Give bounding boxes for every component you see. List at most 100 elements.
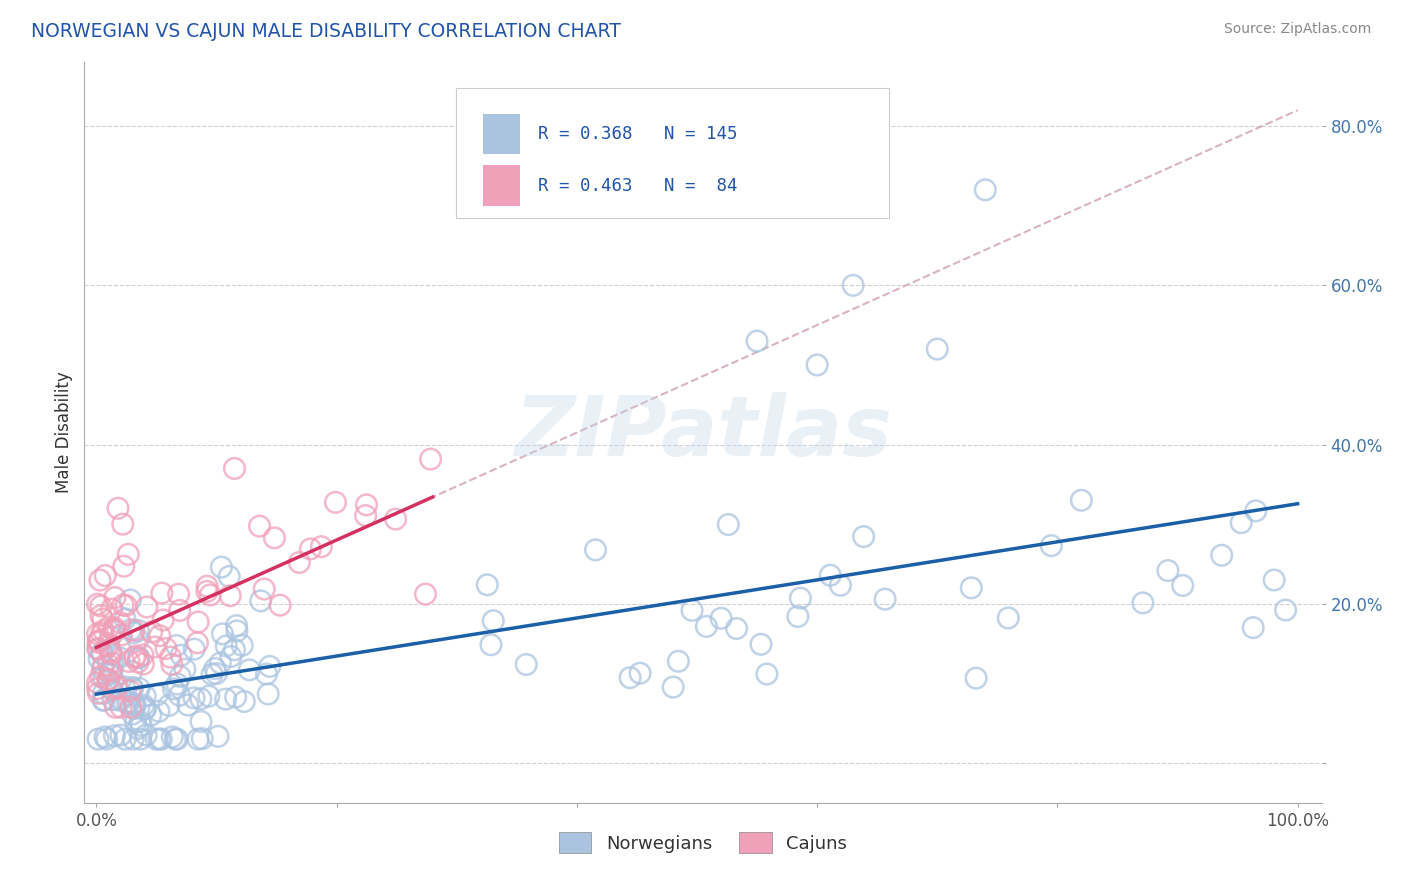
Point [101,683,124,698]
Point [148,732,170,747]
Point [311,540,333,554]
Point [87,642,110,657]
Point [288,556,311,570]
Point [195,584,218,599]
Point [90,608,112,623]
Point [110,728,132,742]
Point [204,662,226,676]
Point [170,648,193,663]
Point [225,618,247,632]
Point [121,681,143,695]
Point [806,358,828,372]
Point [129,714,152,729]
Point [132,648,155,662]
Point [354,508,377,523]
Point [118,655,141,669]
FancyBboxPatch shape [456,88,889,218]
Point [86,597,108,611]
Point [94,730,117,744]
Point [98,673,121,688]
Text: NORWEGIAN VS CAJUN MALE DISABILITY CORRELATION CHART: NORWEGIAN VS CAJUN MALE DISABILITY CORRE… [31,22,621,41]
Point [91,646,114,660]
Point [183,642,205,657]
Point [852,530,875,544]
Point [101,692,124,706]
Point [105,681,128,696]
Point [745,334,768,348]
Point [91,693,114,707]
Point [786,609,808,624]
Point [135,728,157,742]
Point [122,698,145,713]
Point [162,730,184,744]
Point [209,656,232,670]
Point [124,715,146,730]
Point [479,638,502,652]
Point [91,612,114,626]
Point [86,676,108,690]
Point [269,598,291,612]
Point [121,706,143,721]
Point [166,732,188,747]
Point [127,651,149,665]
Point [1157,564,1180,578]
Point [120,623,142,637]
Point [150,732,173,747]
Text: R = 0.463   N =  84: R = 0.463 N = 84 [538,177,738,194]
Point [200,588,222,602]
Point [209,560,232,574]
Point [127,632,149,647]
Point [259,659,281,673]
Point [121,665,143,679]
Point [101,664,124,678]
Point [104,624,127,638]
Point [1244,504,1267,518]
Point [97,673,120,687]
Point [118,695,141,709]
Point [1263,573,1285,587]
Point [112,680,135,694]
Point [108,615,131,630]
Point [219,649,242,664]
Point [127,624,149,638]
Point [124,701,146,715]
Point [190,691,212,706]
Point [820,568,842,582]
Point [224,642,246,657]
Point [477,578,499,592]
Point [842,278,865,293]
Text: R = 0.368   N = 145: R = 0.368 N = 145 [538,125,738,143]
Point [1230,516,1253,530]
Point [249,594,271,608]
Point [173,662,195,676]
Point [1132,596,1154,610]
Point [111,517,134,532]
Point [134,702,156,716]
Point [127,722,149,736]
Point [108,693,131,707]
Point [111,598,134,612]
Point [186,636,208,650]
Point [94,568,117,582]
Point [120,700,142,714]
Point [90,599,112,613]
Point [104,700,127,714]
Point [134,689,156,703]
Point [112,559,135,574]
Point [167,587,190,601]
Point [89,633,111,648]
Point [122,625,145,640]
Point [238,663,260,677]
Point [90,670,112,684]
Point [169,603,191,617]
Point [162,681,184,696]
Point [98,620,121,634]
Point [122,732,145,747]
Point [215,692,238,706]
Point [166,639,188,653]
Text: ZIPatlas: ZIPatlas [515,392,891,473]
Point [97,637,120,651]
Point [97,673,120,687]
Point [717,517,740,532]
Point [1040,539,1063,553]
